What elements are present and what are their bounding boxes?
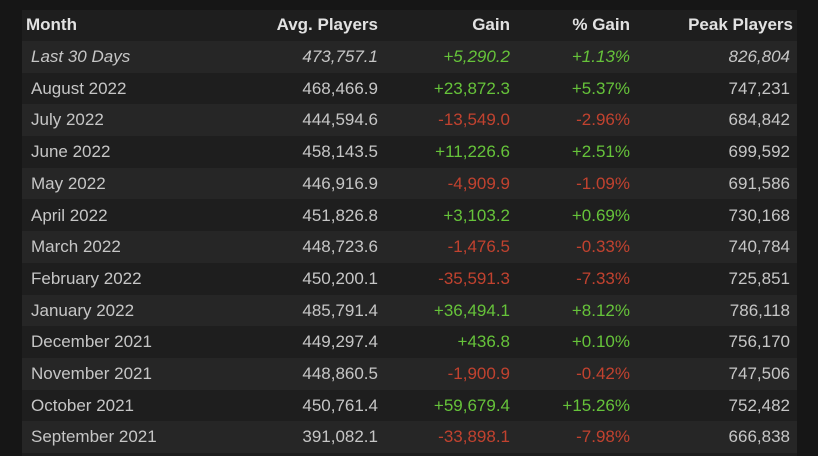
month: September 2021 xyxy=(31,427,157,447)
table-row: November 2021 448,860.5 -1,900.9 -0.42% 747,… xyxy=(22,358,797,390)
percent-gain: -2.96% xyxy=(576,110,630,130)
month: Last 30 Days xyxy=(31,47,131,66)
gain: -4,909.9 xyxy=(447,173,510,193)
gain: +23,872.3 xyxy=(433,78,510,98)
table-row: January 2022 485,791.4 +36,494.1 +8.12% 786,… xyxy=(22,294,797,327)
avg-players: 448,860.5 xyxy=(302,364,378,383)
avg-players: 450,761.4 xyxy=(302,395,378,415)
avg-players: 473,757.1 xyxy=(302,47,378,66)
table-header: Month Avg. Players Gain % Gain Peak Players xyxy=(22,10,797,42)
avg-players: 468,466.9 xyxy=(302,78,378,98)
peak-players: 747,231 xyxy=(728,78,790,98)
month: October 2021 xyxy=(31,395,135,415)
percent-gain: -0.42% xyxy=(576,364,630,383)
gain: +11,226.6 xyxy=(435,142,510,162)
percent-gain: -7.98% xyxy=(576,427,630,447)
percent-gain: -7.33% xyxy=(576,268,630,288)
header-peak-players: Peak Players xyxy=(688,15,793,34)
peak-players: 691,586 xyxy=(728,173,790,193)
avg-players: 448,723.6 xyxy=(302,237,378,257)
gain: +436.8 xyxy=(457,332,510,352)
gain: -1,476.5 xyxy=(447,237,510,257)
month: March 2022 xyxy=(31,237,121,257)
avg-players: 449,297.4 xyxy=(302,332,378,352)
peak-players: 740,784 xyxy=(728,237,790,257)
table-row: April 2022 451,826.8 +3,103.2 +0.69% 730,168 xyxy=(22,200,797,232)
avg-players: 444,594.6 xyxy=(302,110,378,130)
peak-players: 826,804 xyxy=(728,47,790,66)
peak-players: 752,482 xyxy=(728,395,790,415)
gain: -1,900.9 xyxy=(447,364,510,383)
avg-players: 446,916.9 xyxy=(302,173,378,193)
avg-players: 450,200.1 xyxy=(302,268,378,288)
gain: +59,679.4 xyxy=(433,395,510,415)
table-row: September 2021 391,082.1 -33,898.1 -7.98% 66… xyxy=(22,421,797,454)
peak-players: 725,851 xyxy=(728,268,790,288)
percent-gain: +5.37% xyxy=(571,78,630,98)
peak-players: 747,506 xyxy=(728,364,790,383)
month: April 2022 xyxy=(31,205,108,225)
percent-gain: +0.10% xyxy=(571,332,630,352)
table-row: May 2022 446,916.9 -4,909.9 -1.09% 691,586 xyxy=(22,167,797,200)
gain: +36,494.1 xyxy=(433,300,510,320)
header-percent-gain: % Gain xyxy=(572,15,630,34)
table-row: February 2022 450,200.1 -35,591.3 -7.33% 725… xyxy=(22,263,797,295)
table-row: December 2021 449,297.4 +436.8 +0.10% 756,17… xyxy=(22,326,797,358)
month: May 2022 xyxy=(31,173,106,193)
peak-players: 730,168 xyxy=(728,205,790,225)
table-row: July 2022 444,594.6 -13,549.0 -2.96% 684,842 xyxy=(22,104,797,137)
month: July 2022 xyxy=(31,110,104,130)
month: January 2022 xyxy=(31,300,135,320)
percent-gain: +8.12% xyxy=(571,300,630,320)
table-row: October 2021 450,761.4 +59,679.4 +15.26% 752… xyxy=(22,390,797,422)
month: August 2022 xyxy=(31,78,127,98)
gain: -35,591.3 xyxy=(438,268,510,288)
month: December 2021 xyxy=(31,332,152,352)
table-row: March 2022 448,723.6 -1,476.5 -0.33% 740,784 xyxy=(22,231,797,263)
avg-players: 451,826.8 xyxy=(302,205,378,225)
percent-gain: +2.51% xyxy=(571,142,630,162)
peak-players: 756,170 xyxy=(728,332,790,352)
percent-gain: +0.69% xyxy=(571,205,630,225)
month: June 2022 xyxy=(31,142,111,162)
percent-gain: -1.09% xyxy=(576,173,630,193)
gain: -13,549.0 xyxy=(438,110,510,130)
month: November 2021 xyxy=(31,364,152,383)
percent-gain: -0.33% xyxy=(576,237,630,257)
header-month: Month xyxy=(26,15,77,34)
gain: +5,290.2 xyxy=(443,47,510,66)
avg-players: 458,143.5 xyxy=(302,142,378,162)
header-avg-players: Avg. Players xyxy=(276,15,378,34)
avg-players: 485,791.4 xyxy=(302,300,378,320)
table-row: June 2022 458,143.5 +11,226.6 +2.51% 699,592 xyxy=(22,136,797,168)
table-row: Last 30 Days 473,757.1 +5,290.2 +1.13% 826,8… xyxy=(22,41,797,73)
percent-gain: +15.26% xyxy=(562,395,630,415)
peak-players: 684,842 xyxy=(728,110,790,130)
gain: -33,898.1 xyxy=(438,427,510,447)
peak-players: 699,592 xyxy=(728,142,790,162)
avg-players: 391,082.1 xyxy=(302,427,378,447)
table-row: August 2022 468,466.9 +23,872.3 +5.37% 747,2… xyxy=(22,73,797,105)
month: February 2022 xyxy=(31,268,142,288)
header-gain: Gain xyxy=(472,15,510,34)
peak-players: 666,838 xyxy=(728,427,790,447)
gain: +3,103.2 xyxy=(443,205,510,225)
peak-players: 786,118 xyxy=(729,300,790,320)
percent-gain: +1.13% xyxy=(571,47,630,66)
